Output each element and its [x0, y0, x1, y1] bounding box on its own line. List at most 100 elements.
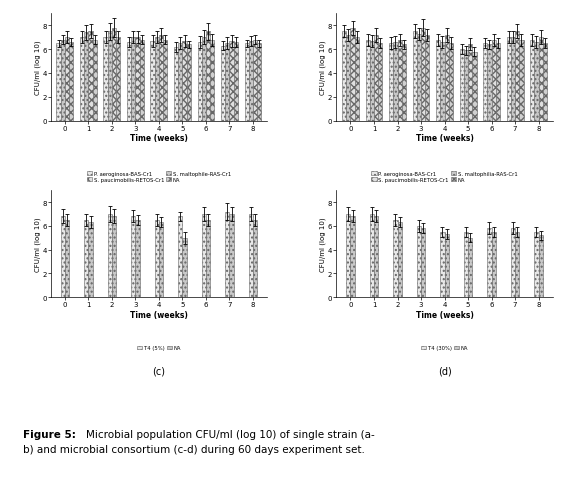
Bar — [183, 42, 187, 121]
Bar — [487, 229, 492, 298]
Bar — [374, 217, 378, 298]
Text: b) and microbial consortium (c-d) during 60 days experiment set.: b) and microbial consortium (c-d) during… — [23, 444, 364, 454]
Bar — [84, 34, 89, 121]
Bar — [89, 223, 92, 298]
Bar — [135, 38, 140, 121]
Legend: P. aeroginosa-BAS-Cr1, S. paucimobilis-RETOS-Cr1, S. maltophilia-RAS-Cr1, NA: P. aeroginosa-BAS-Cr1, S. paucimobilis-R… — [371, 171, 518, 183]
Legend: P. aeroginosa-BAS-Cr1, S. paucimobilis-RETOS-Cr1, S. maltophile-RAS-Cr1, NA: P. aeroginosa-BAS-Cr1, S. paucimobilis-R… — [86, 171, 232, 183]
Bar — [230, 215, 233, 298]
Bar — [116, 38, 120, 121]
Bar — [225, 44, 230, 121]
Bar — [197, 43, 202, 121]
Bar — [65, 220, 69, 298]
Bar — [155, 38, 159, 121]
Bar — [398, 40, 402, 121]
Bar — [249, 42, 253, 121]
Bar — [151, 42, 155, 121]
Bar — [460, 50, 464, 121]
Bar — [155, 220, 159, 298]
Text: Figure 5:: Figure 5: — [23, 429, 79, 439]
Bar — [230, 42, 233, 121]
Bar — [253, 40, 257, 121]
Bar — [112, 217, 116, 298]
Bar — [257, 44, 262, 121]
Bar — [163, 40, 168, 121]
Bar — [159, 223, 163, 298]
Text: (b): (b) — [438, 192, 451, 202]
Bar — [253, 220, 257, 298]
Bar — [492, 40, 496, 121]
Y-axis label: CFU/ml (log 10): CFU/ml (log 10) — [320, 217, 327, 271]
Bar — [402, 45, 406, 121]
Bar — [206, 32, 210, 121]
Bar — [202, 38, 206, 121]
Bar — [393, 43, 398, 121]
Bar — [350, 29, 355, 121]
Bar — [159, 36, 163, 121]
Bar — [56, 44, 61, 121]
Bar — [225, 212, 230, 298]
Bar — [543, 44, 547, 121]
Bar — [412, 32, 417, 121]
Bar — [370, 42, 374, 121]
Bar — [444, 36, 449, 121]
Bar — [534, 232, 539, 298]
Bar — [365, 40, 370, 121]
Bar — [421, 29, 425, 121]
Bar — [135, 220, 140, 298]
Bar — [245, 44, 249, 121]
Text: (d): (d) — [438, 366, 451, 376]
Bar — [233, 43, 238, 121]
Bar — [350, 217, 355, 298]
Bar — [374, 36, 378, 121]
X-axis label: Time (weeks): Time (weeks) — [130, 311, 188, 320]
Bar — [178, 44, 183, 121]
Bar — [444, 235, 449, 298]
Bar — [65, 38, 69, 121]
Bar — [511, 38, 515, 121]
Bar — [127, 43, 131, 121]
X-axis label: Time (weeks): Time (weeks) — [416, 311, 473, 320]
Bar — [378, 44, 382, 121]
Y-axis label: CFU/ml (log 10): CFU/ml (log 10) — [34, 41, 41, 95]
Bar — [112, 29, 116, 121]
Bar — [506, 38, 511, 121]
Bar — [539, 236, 543, 298]
Bar — [449, 44, 453, 121]
Bar — [108, 215, 112, 298]
Bar — [468, 45, 472, 121]
Bar — [539, 38, 543, 121]
Bar — [425, 36, 430, 121]
Bar — [487, 45, 492, 121]
X-axis label: Time (weeks): Time (weeks) — [416, 134, 473, 143]
Bar — [519, 40, 523, 121]
Bar — [131, 217, 135, 298]
Bar — [515, 232, 519, 298]
Bar — [84, 220, 89, 298]
Bar — [417, 227, 421, 298]
Bar — [80, 38, 84, 121]
Bar — [464, 232, 468, 298]
Bar — [178, 217, 183, 298]
Bar — [511, 229, 515, 298]
Bar — [183, 238, 187, 298]
Bar — [249, 215, 253, 298]
Bar — [440, 232, 444, 298]
X-axis label: Time (weeks): Time (weeks) — [130, 134, 188, 143]
Bar — [393, 220, 398, 298]
Bar — [61, 40, 65, 121]
Bar — [131, 38, 135, 121]
Bar — [108, 32, 112, 121]
Bar — [346, 36, 350, 121]
Text: (a): (a) — [152, 192, 166, 202]
Bar — [221, 47, 225, 121]
Y-axis label: CFU/ml (log 10): CFU/ml (log 10) — [34, 217, 41, 271]
Bar — [69, 43, 73, 121]
Bar — [515, 32, 519, 121]
Bar — [483, 44, 487, 121]
Bar — [370, 215, 374, 298]
Bar — [202, 215, 206, 298]
Bar — [421, 229, 425, 298]
Bar — [89, 32, 92, 121]
Text: (c): (c) — [152, 366, 165, 376]
